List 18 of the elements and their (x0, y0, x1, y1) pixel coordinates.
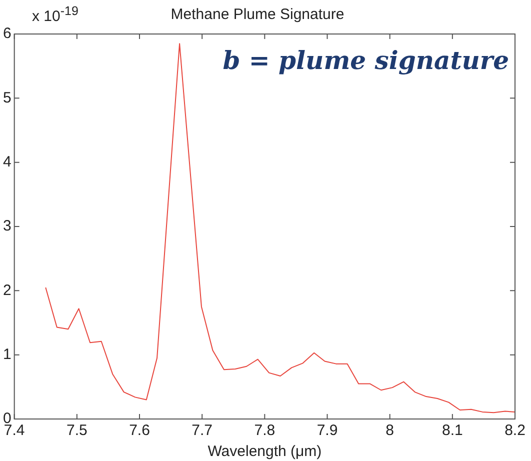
x-tick-label: 7.5 (66, 422, 88, 440)
x-tick-label: 7.9 (316, 422, 338, 440)
x-axis-title: Wavelength (μm) (208, 443, 322, 460)
y-tick-label: 3 (3, 218, 12, 235)
x-tick-label: 8.1 (442, 422, 463, 440)
y-tick-label: 6 (3, 25, 12, 42)
y-tick-label: 2 (3, 282, 12, 299)
y-tick-label: 4 (3, 153, 12, 170)
chart-title: Methane Plume Signature (170, 6, 344, 24)
y-tick-label: 1 (3, 346, 12, 363)
x-tick-label: 7.6 (129, 422, 150, 440)
x-tick-label: 7.7 (192, 422, 213, 440)
x-tick-label: 7.8 (254, 422, 276, 440)
text: x 10$^{-19}$ (32, 4, 78, 25)
x-tick-label: 8.2 (504, 422, 526, 440)
annotation: b = plume signature (222, 46, 509, 75)
x-tick-label: 8 (386, 422, 394, 440)
y-tick-label: 5 (3, 89, 12, 106)
